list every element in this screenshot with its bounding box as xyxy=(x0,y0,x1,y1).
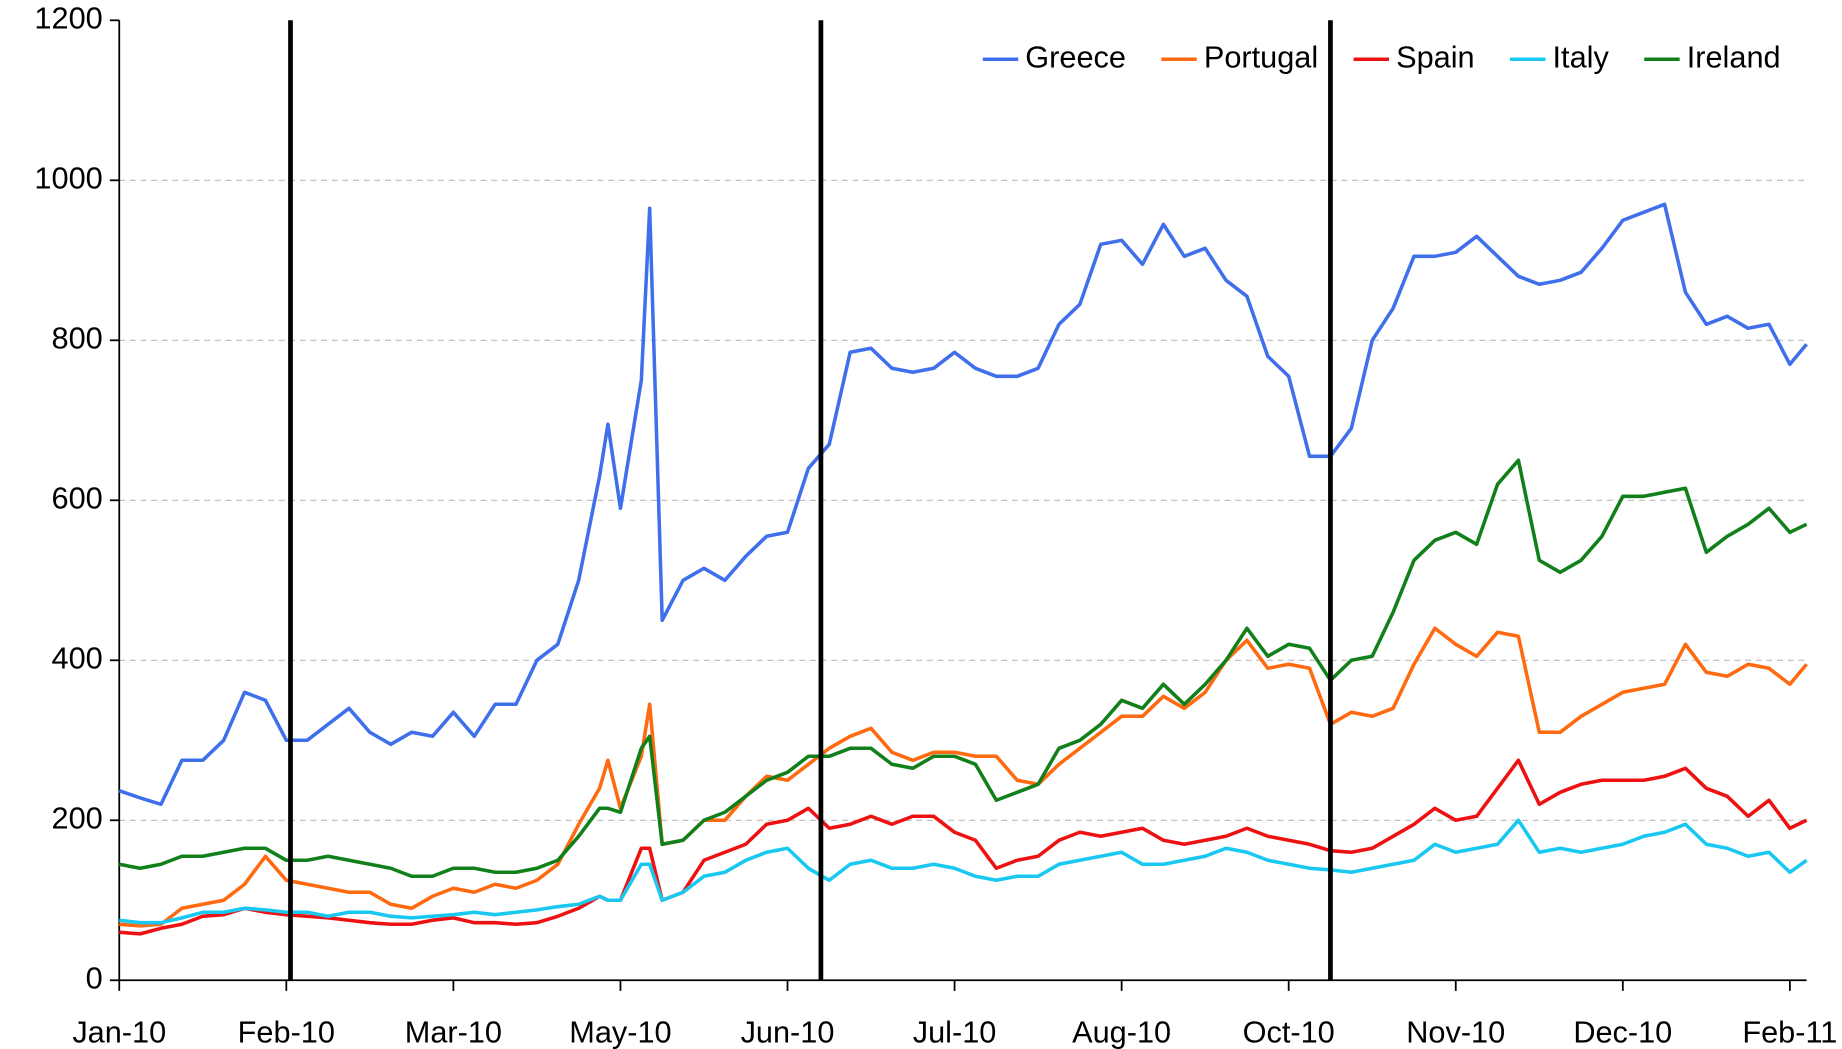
legend-label: Portugal xyxy=(1204,39,1318,74)
y-tick-label: 400 xyxy=(52,640,103,675)
y-tick-label: 200 xyxy=(52,800,103,835)
x-tick-label: Jun-10 xyxy=(741,1015,835,1049)
series-line xyxy=(118,458,1808,879)
x-tick-label: Jan-10 xyxy=(72,1015,166,1049)
series-line xyxy=(119,818,1808,925)
x-tick-label: Feb-10 xyxy=(238,1015,335,1049)
y-tick-label: 800 xyxy=(52,320,103,355)
x-tick-label: Nov-10 xyxy=(1406,1015,1505,1049)
legend-label: Greece xyxy=(1025,39,1126,74)
y-tick-label: 1000 xyxy=(34,160,102,195)
x-tick-label: Jul-10 xyxy=(913,1015,997,1049)
y-tick-label: 0 xyxy=(86,960,103,995)
y-tick-label: 1200 xyxy=(34,0,102,35)
legend-label: Spain xyxy=(1396,39,1475,74)
x-tick-label: Aug-10 xyxy=(1072,1015,1171,1049)
series-line xyxy=(119,626,1808,928)
y-tick-label: 600 xyxy=(52,480,103,515)
x-tick-label: Oct-10 xyxy=(1243,1015,1335,1049)
series-line xyxy=(118,202,1808,807)
x-tick-label: Dec-10 xyxy=(1573,1015,1672,1049)
series-line xyxy=(119,758,1808,936)
x-tick-label: Feb-11 xyxy=(1742,1015,1837,1049)
x-tick-label: May-10 xyxy=(569,1015,671,1049)
x-tick-label: Mar-10 xyxy=(405,1015,502,1049)
legend-label: Italy xyxy=(1553,39,1610,74)
legend-label: Ireland xyxy=(1687,39,1781,74)
